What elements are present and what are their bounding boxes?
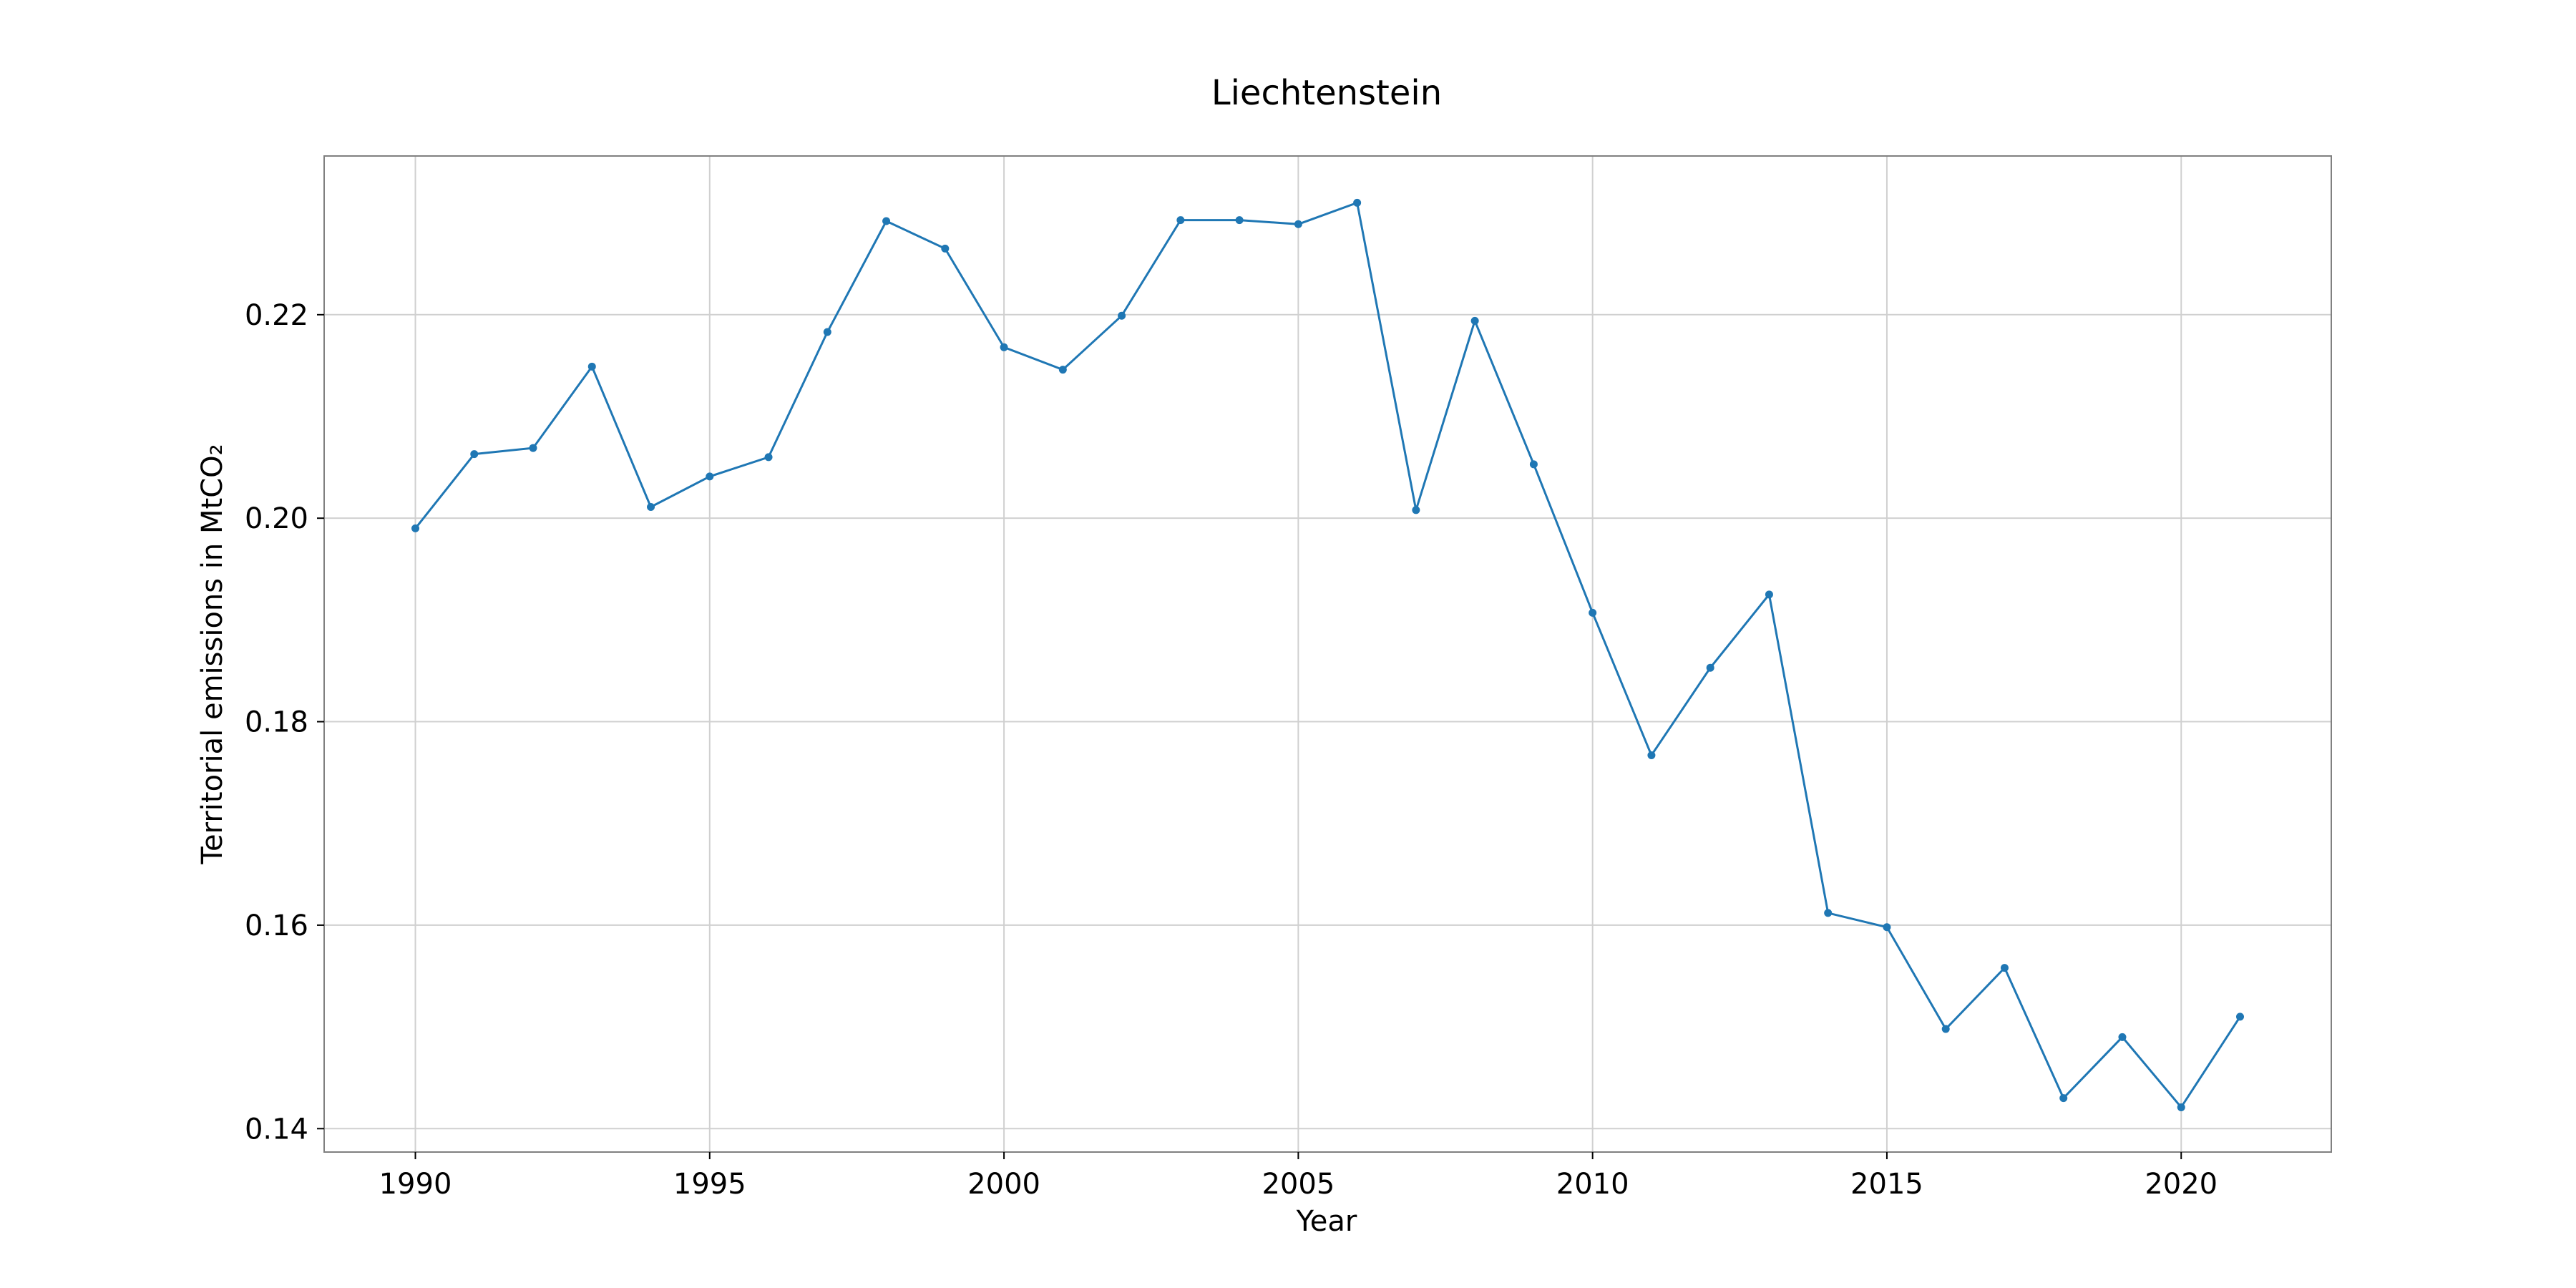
y-tick-label: 0.18 xyxy=(245,706,308,739)
x-tick-label: 2020 xyxy=(2145,1168,2218,1201)
data-point xyxy=(1412,506,1420,514)
data-point xyxy=(2000,964,2009,972)
x-axis-label: Year xyxy=(1296,1205,1357,1238)
data-point xyxy=(823,328,831,336)
data-point xyxy=(587,362,596,371)
x-tick-label: 2000 xyxy=(967,1168,1040,1201)
data-point xyxy=(470,450,479,459)
data-point xyxy=(2118,1033,2127,1041)
data-point xyxy=(1883,923,1891,932)
data-point xyxy=(1941,1025,1950,1033)
grid xyxy=(324,156,2331,1152)
data-point xyxy=(764,453,773,462)
y-tick-label: 0.20 xyxy=(245,502,308,535)
plot-frame xyxy=(323,155,2332,1153)
data-point xyxy=(1647,751,1656,759)
data-point xyxy=(1294,220,1302,228)
data-point xyxy=(1000,343,1008,351)
data-point xyxy=(2177,1103,2185,1111)
data-point xyxy=(1529,460,1538,469)
data-point xyxy=(2059,1094,2068,1103)
data-point xyxy=(1470,316,1479,325)
data-point xyxy=(1118,311,1126,320)
data-point xyxy=(647,503,655,512)
x-tick-label: 1995 xyxy=(673,1168,746,1201)
y-axis: 0.14 0.16 0.18 0.20 0.22 xyxy=(245,299,324,1146)
x-tick-label: 2015 xyxy=(1850,1168,1923,1201)
data-point xyxy=(1589,608,1597,617)
data-point xyxy=(529,444,537,452)
series-emissions xyxy=(411,198,2244,1111)
data-point xyxy=(1353,198,1362,207)
data-point xyxy=(941,244,950,253)
data-point xyxy=(706,472,714,481)
data-point xyxy=(411,524,419,532)
data-point xyxy=(1176,216,1185,225)
data-point xyxy=(1235,216,1244,225)
y-tick-label: 0.16 xyxy=(245,909,308,942)
data-point xyxy=(882,217,891,225)
chart-title: Liechtenstein xyxy=(1211,73,1442,113)
series-line xyxy=(414,201,2241,1109)
y-tick-label: 0.14 xyxy=(245,1113,308,1146)
data-point xyxy=(1824,909,1833,917)
x-tick-label: 2005 xyxy=(1262,1168,1335,1201)
y-axis-label: Territorial emissions in MtCO₂ xyxy=(196,444,229,864)
data-point xyxy=(1706,663,1714,672)
data-point xyxy=(1058,366,1067,374)
x-axis: 1990 1995 2000 2005 2010 2015 2020 xyxy=(379,1152,2218,1201)
data-point xyxy=(1765,590,1773,599)
x-tick-label: 2010 xyxy=(1556,1168,1629,1201)
x-tick-label: 1990 xyxy=(379,1168,452,1201)
data-point xyxy=(2236,1013,2244,1021)
y-tick-label: 0.22 xyxy=(245,299,308,332)
